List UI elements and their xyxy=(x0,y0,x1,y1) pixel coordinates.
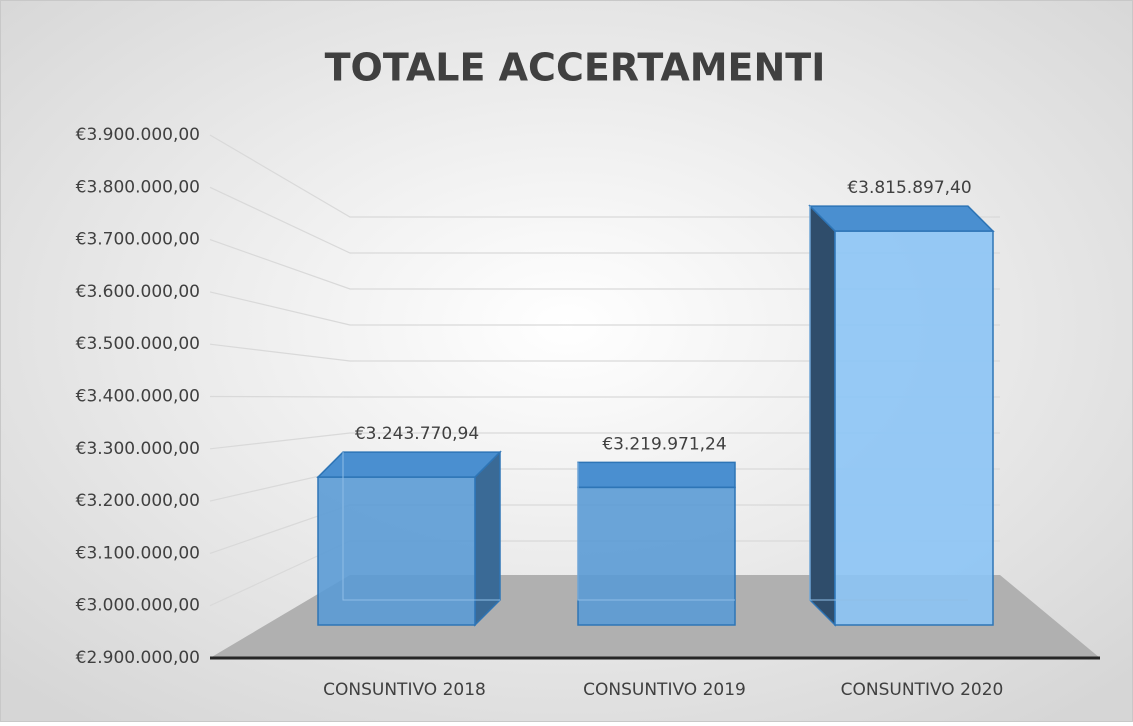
bar-top xyxy=(808,205,995,232)
bar-inner-edge xyxy=(577,462,735,601)
bar xyxy=(577,486,736,626)
x-tick-label: CONSUNTIVO 2020 xyxy=(841,680,1004,700)
chart-title: TOTALE ACCERTAMENTI xyxy=(325,46,826,90)
bar-side xyxy=(474,450,501,627)
x-tick-label: CONSUNTIVO 2018 xyxy=(323,680,486,700)
y-tick-label: €3.200.000,00 xyxy=(76,491,200,511)
y-tick-label: €3.500.000,00 xyxy=(76,334,200,354)
data-label: €3.815.897,40 xyxy=(847,178,971,198)
grid-line xyxy=(209,134,1000,218)
grid-line xyxy=(209,432,1000,450)
bar-group xyxy=(316,450,502,627)
grid-line xyxy=(209,239,1000,290)
y-tick-label: €3.400.000,00 xyxy=(76,387,200,407)
grid-line xyxy=(209,395,1000,398)
bar-group xyxy=(577,461,736,626)
bar-inner-edge xyxy=(809,206,968,601)
bar-top xyxy=(577,461,736,489)
bar xyxy=(834,230,994,626)
data-label: €3.219.971,24 xyxy=(602,434,726,454)
grid-line xyxy=(209,343,1000,362)
y-tick-label: €3.100.000,00 xyxy=(76,543,200,563)
x-tick-label: CONSUNTIVO 2019 xyxy=(583,680,746,700)
y-tick-label: €3.900.000,00 xyxy=(76,125,200,145)
bar-side xyxy=(809,204,836,627)
y-tick-label: €2.900.000,00 xyxy=(76,648,200,668)
bar-group xyxy=(808,204,995,627)
grid-line xyxy=(209,186,1000,254)
grid-line xyxy=(209,291,1000,326)
y-tick-label: €3.600.000,00 xyxy=(76,282,200,302)
data-label: €3.243.770,94 xyxy=(355,424,479,444)
y-tick-label: €3.000.000,00 xyxy=(76,596,200,616)
y-tick-label: €3.800.000,00 xyxy=(76,177,200,197)
bar-inner-edge xyxy=(342,452,500,601)
y-tick-label: €3.700.000,00 xyxy=(76,230,200,250)
bar xyxy=(317,476,476,626)
bar-top xyxy=(316,451,502,478)
y-tick-label: €3.300.000,00 xyxy=(76,439,200,459)
